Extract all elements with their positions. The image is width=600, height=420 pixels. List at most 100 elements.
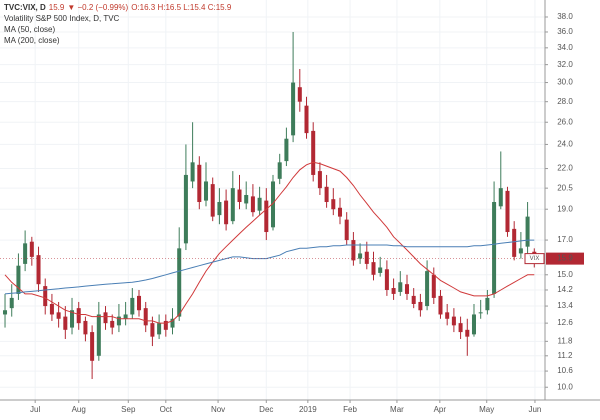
candle-body [351, 240, 356, 261]
y-tick-label: 17.0 [557, 235, 573, 244]
legend-header: TVC:VIX, D 15.9 ▼ −0.2 (−0.99%) O:16.3 H:16… [4, 2, 234, 46]
y-tick-label: 38.0 [557, 12, 573, 21]
y-tick-label: 28.0 [557, 97, 573, 106]
candle-body [438, 295, 443, 315]
candle-body [411, 295, 416, 305]
y-tick-label: 15.0 [557, 270, 573, 279]
candle-body [418, 301, 423, 311]
candle-body [183, 174, 188, 244]
candle-body [431, 274, 436, 298]
candle-body [297, 87, 302, 102]
header-line: TVC:VIX, D 15.9 ▼ −0.2 (−0.99%) O:16.3 H:16… [4, 2, 234, 13]
y-tick-label: 22.0 [557, 164, 573, 173]
y-tick-label: 10.6 [557, 366, 573, 375]
candle-body [518, 248, 523, 254]
ma-line [4, 161, 535, 324]
candle-body [76, 308, 81, 324]
x-tick-label: Sep [121, 405, 136, 414]
y-tick-label: 30.0 [557, 78, 573, 87]
candle-body [110, 320, 115, 328]
y-tick-label: 24.0 [557, 140, 573, 149]
candle-body [123, 314, 128, 319]
candle-body [304, 105, 309, 134]
candle-body [177, 248, 182, 317]
candle-body [384, 269, 389, 290]
y-tick-label: 14.2 [557, 285, 573, 294]
candle-body [445, 312, 450, 319]
x-tick-label: Feb [343, 405, 357, 414]
candle-body [451, 316, 456, 326]
price-tag-label: 15.9 [557, 254, 573, 263]
candle-body [116, 316, 121, 326]
candle-body [83, 320, 88, 335]
x-tick-label: Oct [160, 405, 173, 414]
candle-body [170, 318, 175, 328]
y-tick-label: 11.8 [558, 336, 574, 345]
candle-body [264, 200, 269, 233]
candle-body [324, 186, 329, 203]
candle-body [244, 194, 249, 204]
ohlc: O:16.3 H:16.5 L:15.4 C:15.9 [131, 3, 232, 12]
candle-body [505, 190, 510, 233]
candle-body [29, 241, 34, 257]
candle-body [284, 138, 289, 162]
candle-body [492, 202, 497, 294]
candle-body [143, 308, 148, 326]
x-tick-label: May [479, 405, 494, 414]
legend-entry: MA (200, close) [4, 36, 60, 45]
candle-body [3, 310, 8, 315]
candle-body [224, 200, 229, 225]
candle-body [398, 282, 403, 292]
candle-body [378, 267, 383, 273]
candle-body [130, 297, 135, 315]
candle-body [358, 253, 363, 259]
candle-body [371, 262, 376, 275]
candle-body [512, 228, 517, 257]
x-tick-label: Apr [434, 405, 447, 414]
candle-body [364, 251, 369, 264]
candle-body [90, 332, 95, 361]
candle-body [291, 82, 296, 136]
candle-body [137, 295, 142, 311]
x-tick-label: Mar [390, 405, 404, 414]
candle-body [217, 202, 222, 216]
candle-body [230, 188, 235, 222]
change: ▼ −0.2 (−0.99%) [67, 3, 129, 12]
subtitle: Volatility S&P 500 Index, D, TVC [4, 14, 120, 23]
candle-body [331, 199, 336, 210]
candle-body [70, 310, 75, 328]
x-tick-label: Dec [259, 405, 273, 414]
y-tick-label: 36.0 [557, 27, 573, 36]
x-tick-label: Jun [528, 405, 541, 414]
candle-body [485, 297, 490, 311]
legend-entry: MA (50, close) [4, 25, 56, 34]
candle-body [16, 265, 21, 294]
candle-body [270, 181, 276, 228]
candle-body [163, 320, 168, 330]
candle-body [63, 316, 68, 330]
x-tick-label: Aug [72, 405, 86, 414]
y-tick-label: 11.2 [558, 351, 574, 360]
candle-body [277, 162, 282, 179]
candle-body [337, 207, 343, 217]
candle-body [36, 255, 41, 285]
candle-body [210, 184, 215, 217]
tag-box [524, 253, 545, 265]
candle-body [49, 304, 54, 315]
candle-body [23, 243, 28, 264]
candle-body [103, 312, 108, 324]
candle-body [525, 216, 530, 247]
candle-body [425, 271, 430, 307]
candle-body [9, 297, 14, 309]
x-tick-label: Nov [211, 405, 225, 414]
candle-body [257, 197, 262, 211]
candle-body [311, 130, 316, 175]
x-tick-label: Jul [30, 405, 40, 414]
y-tick-label: 32.0 [557, 60, 573, 69]
y-tick-label: 26.0 [557, 117, 573, 126]
candle-body [197, 164, 202, 203]
candle-body [190, 162, 195, 182]
y-tick-label: 34.0 [557, 43, 573, 52]
candle-body [157, 323, 162, 335]
